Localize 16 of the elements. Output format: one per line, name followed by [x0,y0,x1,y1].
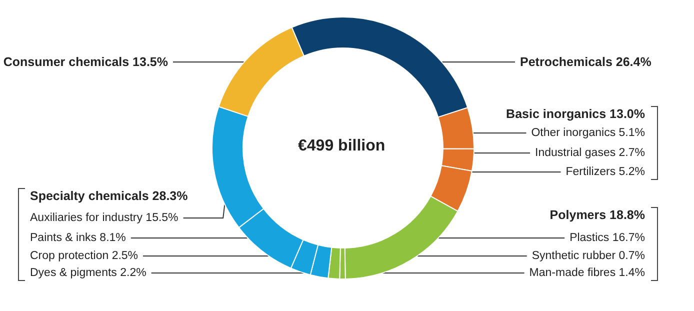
text: Polymers 18.8% [550,208,645,222]
slice-label: Consumer chemicals 13.5% [3,55,168,69]
text: Basic inorganics 13.0% [506,107,645,121]
slice-label: Synthetic rubber 0.7% [532,250,645,262]
text: Specialty chemicals 28.3% [30,189,188,203]
slice-label: Paints & inks 8.1% [30,232,126,244]
slice-label: Crop protection 2.5% [30,250,138,262]
slice-label: Petrochemicals 26.4% [520,55,652,69]
slice-label: Other inorganics 5.1% [531,127,645,139]
slice-label: Auxiliaries for industry 15.5% [30,212,178,224]
slice-label: Industrial gases 2.7% [535,147,645,159]
text: €499 billion [298,138,386,154]
slice-label: Man-made fibres 1.4% [529,267,645,279]
slice-label: Plastics 16.7% [570,232,645,244]
slice-label: Fertilizers 5.2% [566,166,645,178]
slice-label: Dyes & pigments 2.2% [30,267,146,279]
